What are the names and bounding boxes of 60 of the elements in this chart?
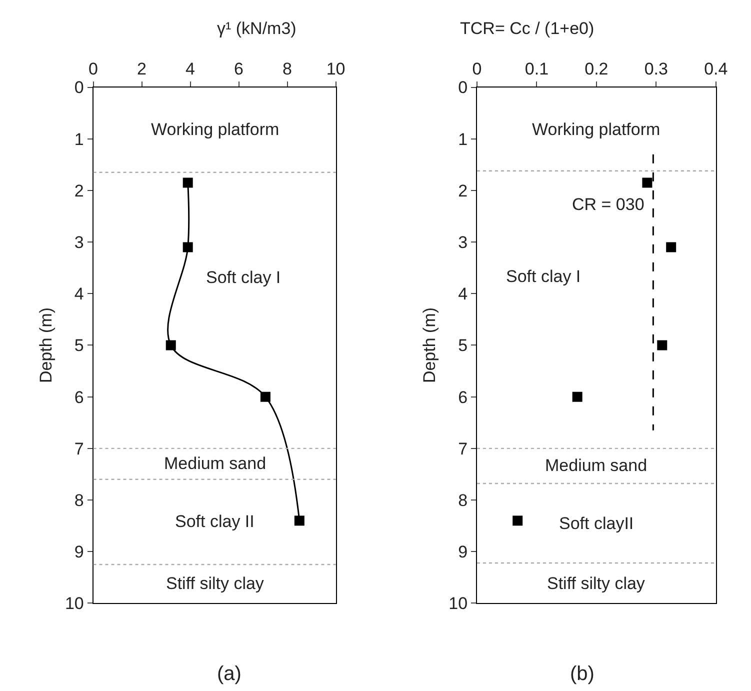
point — [166, 340, 176, 350]
annotation: Soft clay I — [506, 267, 581, 286]
x-axis-title: γ¹ (kN/m3) — [217, 19, 296, 38]
text: (a) — [217, 663, 242, 685]
annotation: Soft clayII — [559, 514, 634, 533]
y-tick-label: 4 — [458, 284, 468, 304]
x-tick-label: 8 — [282, 59, 292, 78]
y-tick-label: 1 — [74, 130, 84, 149]
x-axis-title: TCR= Cc / (1+e0) — [460, 19, 594, 38]
y-axis-title: Depth (m) — [36, 307, 56, 384]
point — [294, 516, 304, 526]
y-tick-label: 9 — [74, 542, 84, 562]
x-tick-label: 0.3 — [644, 59, 668, 78]
text: (b) — [570, 663, 594, 685]
x-tick-label: 0.1 — [524, 59, 549, 78]
annotation: Working platform — [151, 120, 280, 139]
annotation: Stiff silty clay — [166, 574, 264, 593]
point — [657, 340, 668, 350]
y-tick-label: 7 — [458, 439, 468, 458]
x-tick-label: 6 — [234, 59, 244, 78]
y-tick-label: 9 — [458, 542, 468, 562]
y-tick-label: 2 — [458, 181, 468, 200]
x-tick-label: 4 — [186, 59, 196, 78]
annotation: Medium sand — [164, 454, 266, 473]
y-tick-label: 6 — [458, 388, 468, 407]
x-tick-label: 0.4 — [704, 59, 728, 78]
point — [666, 242, 676, 252]
y-tick-label: 5 — [74, 336, 84, 356]
y-tick-label: 8 — [458, 490, 468, 510]
y-tick-label: 10 — [64, 594, 84, 614]
point — [642, 178, 652, 188]
x-tick-label: 10 — [326, 59, 346, 78]
y-tick-label: 3 — [458, 232, 468, 252]
annotation: Working platform — [532, 120, 660, 139]
y-tick-label: 0 — [458, 78, 468, 98]
series-label: CR = 030 — [572, 195, 644, 214]
y-tick-label: 8 — [74, 490, 84, 510]
y-tick-label: 1 — [458, 130, 468, 149]
y-axis-title: Depth (m) — [420, 307, 440, 384]
y-tick-label: 2 — [74, 181, 84, 200]
y-tick-label: 4 — [74, 284, 84, 304]
point — [572, 392, 582, 402]
point — [512, 516, 523, 526]
annotation: Soft clay I — [206, 268, 281, 287]
annotation: Stiff silty clay — [547, 574, 646, 593]
x-tick-label: 2 — [137, 59, 147, 78]
x-tick-label: 0 — [88, 59, 98, 78]
y-tick-label: 0 — [74, 78, 84, 98]
x-tick-label: 0 — [472, 59, 482, 78]
y-tick-label: 5 — [458, 336, 468, 356]
y-tick-label: 7 — [74, 439, 84, 458]
annotation: Soft clay II — [175, 512, 254, 531]
y-tick-label: 10 — [448, 594, 468, 614]
x-tick-label: 0.2 — [584, 59, 608, 78]
y-tick-label: 6 — [74, 388, 84, 407]
point — [182, 178, 193, 188]
point — [260, 392, 270, 402]
annotation: Medium sand — [545, 456, 648, 475]
y-tick-label: 3 — [74, 232, 84, 252]
point — [182, 242, 193, 252]
